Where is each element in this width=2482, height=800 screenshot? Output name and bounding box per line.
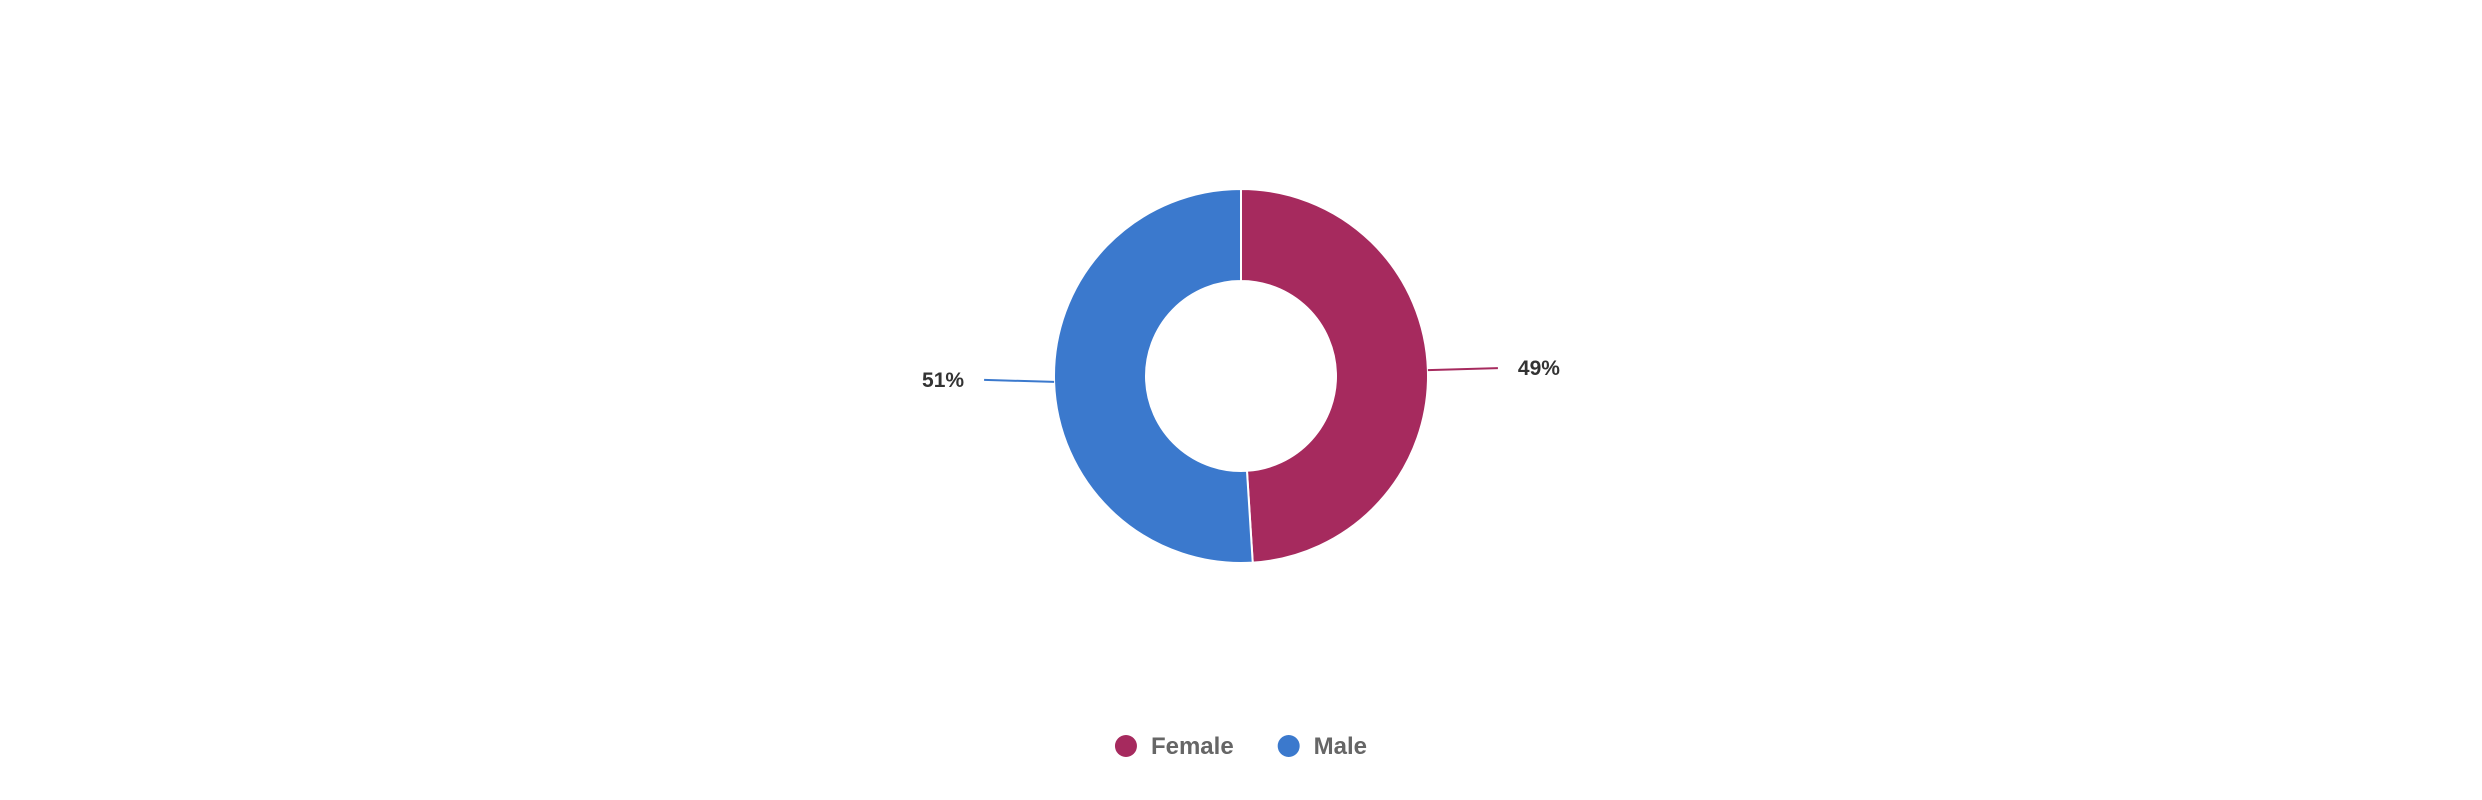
legend-marker-male [1277,735,1300,757]
data-label-male: 51% [922,369,964,392]
data-labels: 49% 51% [922,357,1560,392]
chart-slices [1052,187,1429,564]
slice-male[interactable] [1052,187,1254,564]
chart-legend: Female Male [1114,733,1367,760]
legend-item-female[interactable]: Female [1114,733,1234,760]
slice-female[interactable] [1240,187,1429,564]
connector-male [984,378,1055,383]
legend-item-male[interactable]: Male [1277,733,1367,760]
legend-marker-female [1114,735,1137,757]
data-label-female: 49% [1518,357,1560,380]
label-connectors [984,367,1498,383]
legend-label-female: Female [1151,733,1234,760]
legend-label-male: Male [1314,733,1367,760]
connector-female [1427,367,1498,372]
